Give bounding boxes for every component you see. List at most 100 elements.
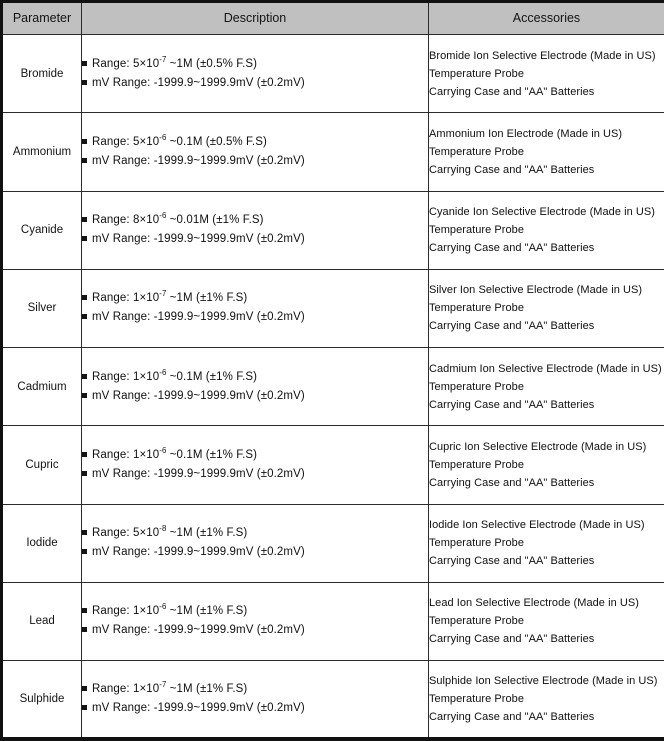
accessories-cell: Silver Ion Selective Electrode (Made in … bbox=[428, 268, 664, 349]
mv-range-line: mV Range: -1999.9~1999.9mV (±0.2mV) bbox=[82, 74, 428, 93]
accessory-line: Temperature Probe bbox=[429, 67, 525, 80]
header-row: Parameter Description Accessories bbox=[0, 0, 664, 35]
square-bullet-icon bbox=[82, 236, 87, 242]
accessory-line: Carrying Case and "AA" Batteries bbox=[429, 163, 595, 176]
range-line: Range: 5×10-6 ~0.1M (±0.5% F.S) bbox=[82, 133, 428, 152]
square-bullet-icon bbox=[82, 686, 87, 692]
description-cell: Range: 8×10-6 ~0.01M (±1% F.S) mV Range: … bbox=[81, 190, 429, 270]
mv-range-text: mV Range: -1999.9~1999.9mV (±0.2mV) bbox=[92, 467, 305, 480]
range-exponent: -6 bbox=[159, 602, 167, 612]
range-suffix: ~1M (±1% F.S) bbox=[166, 683, 248, 696]
range-prefix: Range: 5×10 bbox=[92, 57, 160, 70]
accessories-cell: Cadmium Ion Selective Electrode (Made in… bbox=[428, 347, 664, 427]
parameter-cell: Lead bbox=[0, 581, 82, 662]
parameter-cell: Bromide bbox=[0, 33, 82, 114]
column-header-accessories: Accessories bbox=[428, 0, 664, 35]
mv-range-line: mV Range: -1999.9~1999.9mV (±0.2mV) bbox=[82, 543, 428, 562]
mv-range-text: mV Range: -1999.9~1999.9mV (±0.2mV) bbox=[92, 154, 305, 167]
table-header: Parameter Description Accessories bbox=[0, 0, 664, 35]
parameter-cell: Ammonium bbox=[0, 112, 82, 192]
mv-range-text: mV Range: -1999.9~1999.9mV (±0.2mV) bbox=[92, 546, 305, 559]
square-bullet-icon bbox=[82, 79, 87, 85]
accessory-line: Bromide Ion Selective Electrode (Made in… bbox=[429, 49, 656, 62]
accessory-line: Carrying Case and "AA" Batteries bbox=[429, 320, 595, 333]
table-row: Lead Range: 1×10-6 ~1M (±1% F.S) mV Range:… bbox=[0, 581, 664, 662]
parameter-cell: Cyanide bbox=[0, 190, 82, 270]
accessory-line: Temperature Probe bbox=[429, 693, 525, 706]
table-row: Ammonium Range: 5×10-6 ~0.1M (±0.5% F.S) m… bbox=[0, 112, 664, 192]
square-bullet-icon bbox=[82, 627, 87, 633]
range-suffix: ~0.1M (±1% F.S) bbox=[166, 370, 258, 383]
table-row: Silver Range: 1×10-7 ~1M (±1% F.S) mV Rang… bbox=[0, 268, 664, 349]
range-line: Range: 1×10-6 ~1M (±1% F.S) bbox=[82, 602, 428, 621]
table-row: Cupric Range: 1×10-6 ~0.1M (±1% F.S) mV Ra… bbox=[0, 425, 664, 505]
description-cell: Range: 1×10-7 ~1M (±1% F.S) mV Range: -19… bbox=[81, 268, 429, 349]
range-exponent: -7 bbox=[159, 54, 167, 64]
parameter-cell: Iodide bbox=[0, 503, 82, 583]
range-exponent: -6 bbox=[159, 446, 167, 456]
range-prefix: Range: 1×10 bbox=[92, 448, 160, 461]
accessory-line: Ammonium Ion Electrode (Made in US) bbox=[429, 127, 623, 140]
column-header-parameter: Parameter bbox=[0, 0, 82, 35]
parameter-cell: Silver bbox=[0, 268, 82, 349]
accessories-cell: Bromide Ion Selective Electrode (Made in… bbox=[428, 33, 664, 114]
table-body: Bromide Range: 5×10-7 ~1M (±0.5% F.S) mV R… bbox=[0, 33, 664, 741]
range-line: Range: 1×10-6 ~0.1M (±1% F.S) bbox=[82, 368, 428, 387]
table-row: Iodide Range: 5×10-8 ~1M (±1% F.S) mV Rang… bbox=[0, 503, 664, 583]
square-bullet-icon bbox=[82, 157, 87, 163]
mv-range-line: mV Range: -1999.9~1999.9mV (±0.2mV) bbox=[82, 621, 428, 640]
range-prefix: Range: 1×10 bbox=[92, 370, 160, 383]
range-prefix: Range: 1×10 bbox=[92, 605, 160, 618]
description-cell: Range: 5×10-8 ~1M (±1% F.S) mV Range: -19… bbox=[81, 503, 429, 583]
range-line: Range: 1×10-7 ~1M (±1% F.S) bbox=[82, 289, 428, 308]
accessory-line: Temperature Probe bbox=[429, 458, 525, 471]
range-exponent: -6 bbox=[159, 133, 167, 143]
mv-range-text: mV Range: -1999.9~1999.9mV (±0.2mV) bbox=[92, 76, 305, 89]
mv-range-line: mV Range: -1999.9~1999.9mV (±0.2mV) bbox=[82, 465, 428, 484]
range-suffix: ~0.01M (±1% F.S) bbox=[166, 214, 264, 227]
range-exponent: -7 bbox=[159, 289, 167, 299]
parameter-cell: Cadmium bbox=[0, 347, 82, 427]
square-bullet-icon bbox=[82, 217, 87, 223]
square-bullet-icon bbox=[82, 549, 87, 555]
accessory-line: Cyanide Ion Selective Electrode (Made in… bbox=[429, 206, 655, 219]
range-suffix: ~0.1M (±1% F.S) bbox=[166, 448, 258, 461]
accessories-cell: Iodide Ion Selective Electrode (Made in … bbox=[428, 503, 664, 583]
range-suffix: ~1M (±0.5% F.S) bbox=[166, 57, 258, 70]
range-exponent: -7 bbox=[159, 680, 167, 690]
range-suffix: ~1M (±1% F.S) bbox=[166, 292, 248, 305]
table-row: Cadmium Range: 1×10-6 ~0.1M (±1% F.S) mV R… bbox=[0, 347, 664, 427]
description-cell: Range: 5×10-7 ~1M (±0.5% F.S) mV Range: -… bbox=[81, 33, 429, 114]
range-prefix: Range: 1×10 bbox=[92, 683, 160, 696]
accessory-line: Cupric Ion Selective Electrode (Made in … bbox=[429, 440, 647, 453]
parameter-cell: Sulphide bbox=[0, 660, 82, 741]
square-bullet-icon bbox=[82, 138, 87, 144]
square-bullet-icon bbox=[82, 530, 87, 536]
description-cell: Range: 5×10-6 ~0.1M (±0.5% F.S) mV Range:… bbox=[81, 112, 429, 192]
accessory-line: Sulphide Ion Selective Electrode (Made i… bbox=[429, 675, 658, 688]
accessory-line: Cadmium Ion Selective Electrode (Made in… bbox=[429, 362, 662, 375]
accessory-line: Temperature Probe bbox=[429, 537, 525, 550]
accessory-line: Carrying Case and "AA" Batteries bbox=[429, 398, 595, 411]
mv-range-text: mV Range: -1999.9~1999.9mV (±0.2mV) bbox=[92, 233, 305, 246]
accessory-line: Temperature Probe bbox=[429, 302, 525, 315]
accessory-line: Iodide Ion Selective Electrode (Made in … bbox=[429, 519, 645, 532]
accessories-cell: Sulphide Ion Selective Electrode (Made i… bbox=[428, 660, 664, 741]
range-line: Range: 1×10-6 ~0.1M (±1% F.S) bbox=[82, 446, 428, 465]
accessory-line: Temperature Probe bbox=[429, 145, 525, 158]
table-row: Bromide Range: 5×10-7 ~1M (±0.5% F.S) mV R… bbox=[0, 33, 664, 114]
description-cell: Range: 1×10-6 ~1M (±1% F.S) mV Range: -19… bbox=[81, 581, 429, 662]
table-row: Sulphide Range: 1×10-7 ~1M (±1% F.S) mV Ra… bbox=[0, 660, 664, 741]
description-cell: Range: 1×10-6 ~0.1M (±1% F.S) mV Range: -… bbox=[81, 425, 429, 505]
square-bullet-icon bbox=[82, 295, 87, 301]
mv-range-line: mV Range: -1999.9~1999.9mV (±0.2mV) bbox=[82, 308, 428, 327]
accessory-line: Carrying Case and "AA" Batteries bbox=[429, 711, 595, 724]
accessory-line: Lead Ion Selective Electrode (Made in US… bbox=[429, 597, 639, 610]
range-exponent: -6 bbox=[159, 211, 167, 221]
square-bullet-icon bbox=[82, 60, 87, 66]
accessories-cell: Lead Ion Selective Electrode (Made in US… bbox=[428, 581, 664, 662]
range-prefix: Range: 5×10 bbox=[92, 527, 160, 540]
accessory-line: Carrying Case and "AA" Batteries bbox=[429, 85, 595, 98]
accessory-line: Temperature Probe bbox=[429, 615, 525, 628]
square-bullet-icon bbox=[82, 392, 87, 398]
